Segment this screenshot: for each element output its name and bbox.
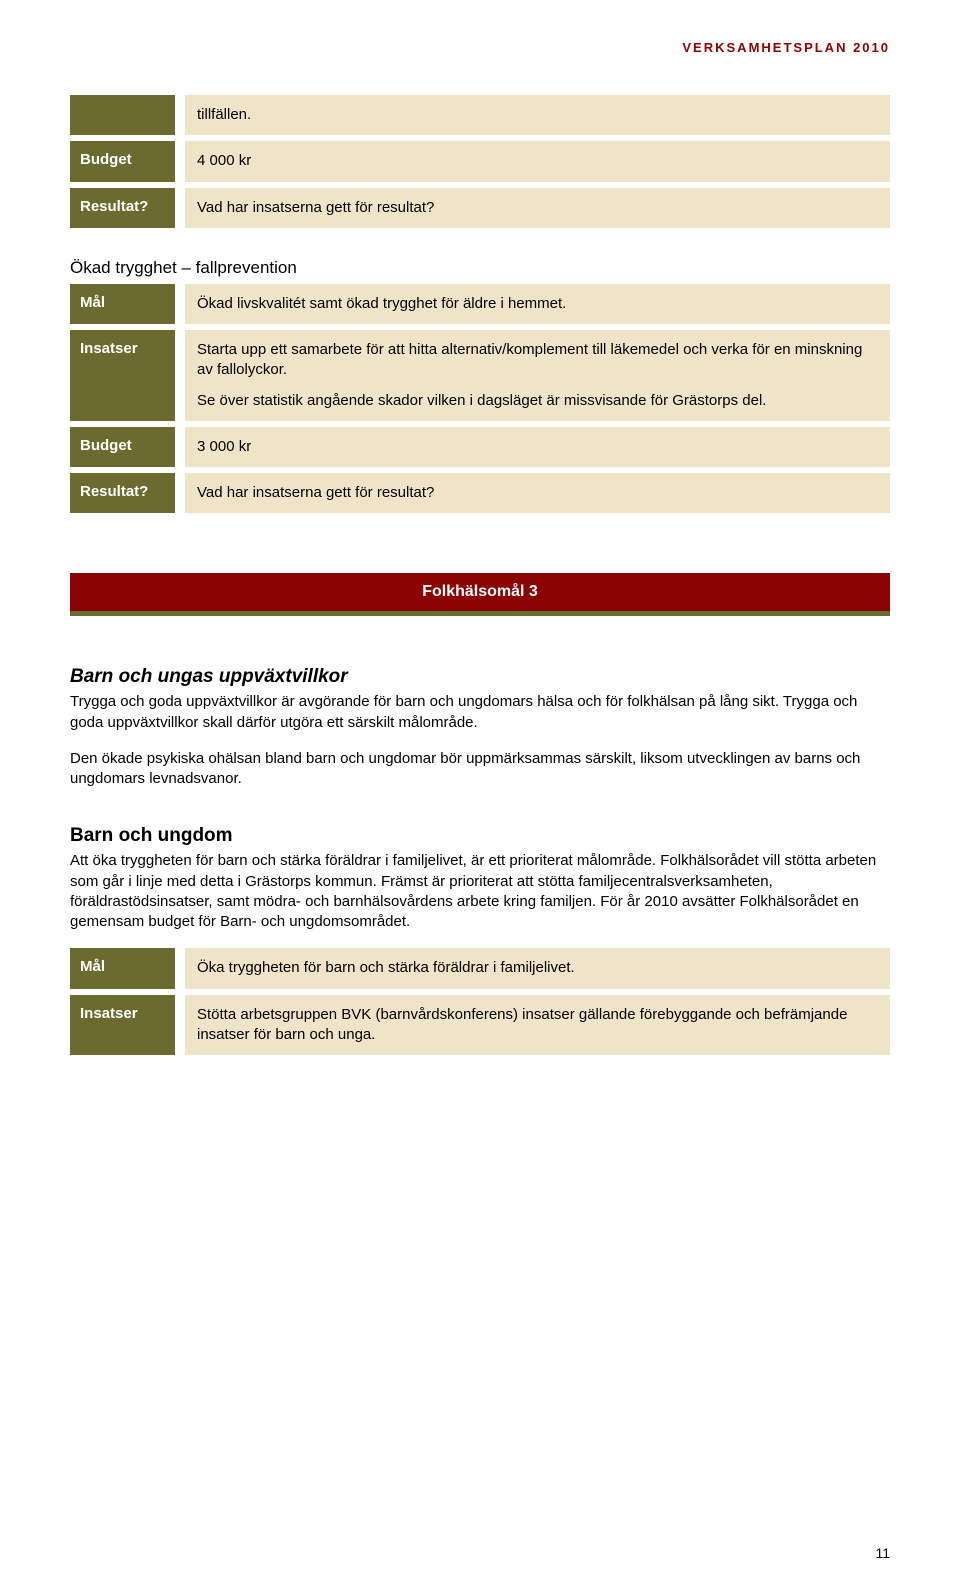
folkmal-title: Folkhälsomål 3 (70, 573, 890, 611)
mal-label: Mål (70, 284, 175, 324)
subsection-title-barn-ungas: Barn och ungas uppväxtvillkor (70, 666, 890, 688)
budget-value: 4 000 kr (185, 141, 890, 181)
mal-row-3: Mål Öka tryggheten för barn och stärka f… (70, 948, 890, 988)
resultat-value: Vad har insatserna gett för resultat? (185, 473, 890, 513)
resultat-row-2: Resultat? Vad har insatserna gett för re… (70, 473, 890, 513)
page-header: VERKSAMHETSPLAN 2010 (70, 40, 890, 55)
body-paragraph: Den ökade psykiska ohälsan bland barn oc… (70, 749, 890, 790)
insatser-value: Starta upp ett samarbete för att hitta a… (185, 330, 890, 421)
insatser-value: Stötta arbetsgruppen BVK (barnvårdskonfe… (185, 995, 890, 1056)
spacer-row: tillfällen. (70, 95, 890, 135)
insatser-label: Insatser (70, 330, 175, 421)
body-paragraph: Att öka tryggheten för barn och stärka f… (70, 851, 890, 932)
insatser-label: Insatser (70, 995, 175, 1056)
resultat-value: Vad har insatserna gett för resultat? (185, 188, 890, 228)
page-number: 11 (875, 1545, 890, 1561)
insatser-row: Insatser Starta upp ett samarbete för at… (70, 330, 890, 421)
spacer-label (70, 95, 175, 135)
resultat-label: Resultat? (70, 188, 175, 228)
budget-row: Budget 4 000 kr (70, 141, 890, 181)
budget-label: Budget (70, 427, 175, 467)
mal-label: Mål (70, 948, 175, 988)
resultat-label: Resultat? (70, 473, 175, 513)
insatser-row-3: Insatser Stötta arbetsgruppen BVK (barnv… (70, 995, 890, 1056)
subsection-title-barn-ungdom: Barn och ungdom (70, 825, 890, 847)
document-page: VERKSAMHETSPLAN 2010 tillfällen. Budget … (0, 0, 960, 1591)
budget-row-2: Budget 3 000 kr (70, 427, 890, 467)
insatser-paragraph: Se över statistik angående skador vilken… (197, 391, 878, 411)
body-paragraph: Trygga och goda uppväxtvillkor är avgöra… (70, 692, 890, 733)
section-title-fallprevention: Ökad trygghet – fallprevention (70, 258, 890, 278)
mal-value: Ökad livskvalitét samt ökad trygghet för… (185, 284, 890, 324)
spacer-value: tillfällen. (185, 95, 890, 135)
budget-label: Budget (70, 141, 175, 181)
insatser-paragraph: Starta upp ett samarbete för att hitta a… (197, 340, 878, 381)
mal-value: Öka tryggheten för barn och stärka föräl… (185, 948, 890, 988)
resultat-row: Resultat? Vad har insatserna gett för re… (70, 188, 890, 228)
folkmal-underline (70, 611, 890, 616)
budget-value: 3 000 kr (185, 427, 890, 467)
mal-row: Mål Ökad livskvalitét samt ökad trygghet… (70, 284, 890, 324)
folkmal-banner: Folkhälsomål 3 (70, 573, 890, 616)
